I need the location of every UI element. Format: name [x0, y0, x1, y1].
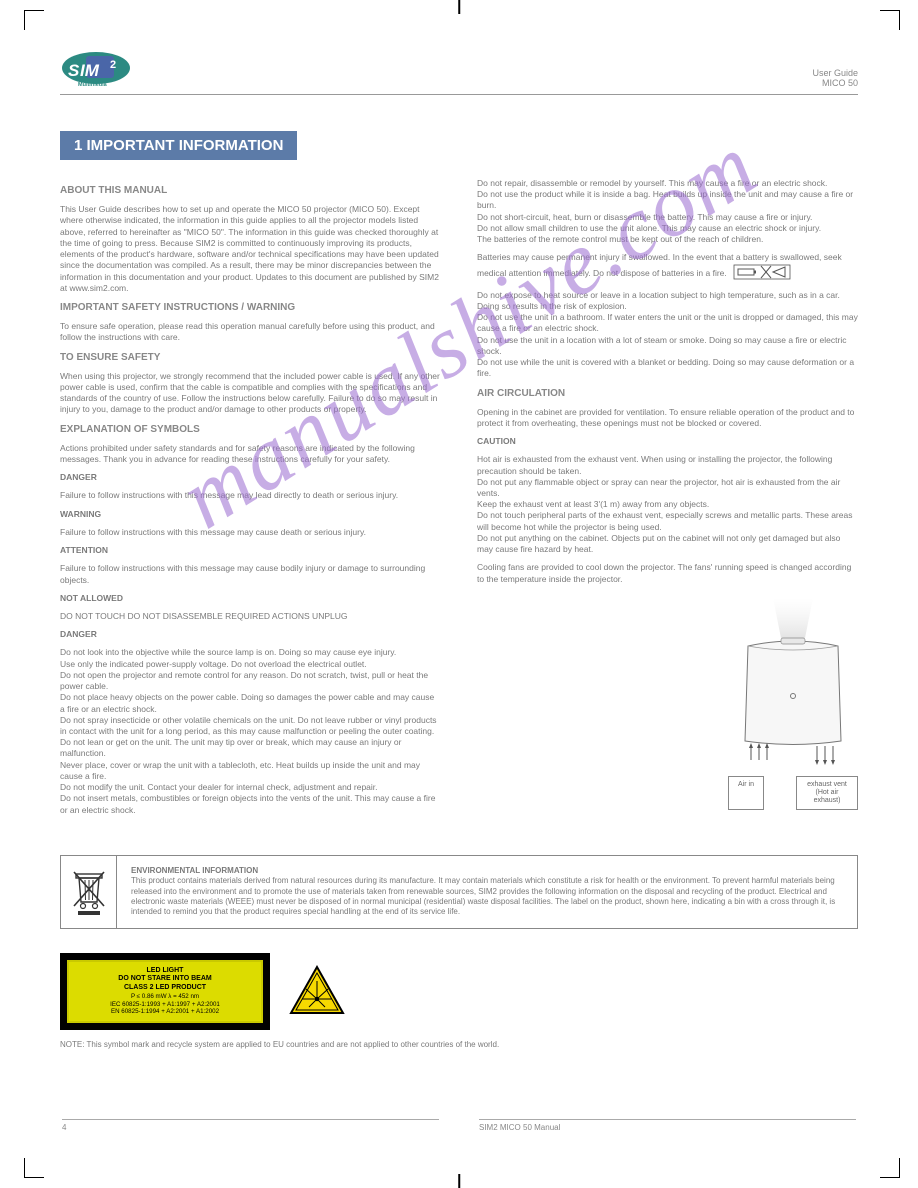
left-column: ABOUT THIS MANUAL This User Guide descri… [60, 178, 441, 823]
attention-heading: ATTENTION [60, 545, 108, 555]
led-l5: IEC 60825-1:1993 + A1:1997 + A2:2001 [73, 1001, 257, 1009]
page-footer: 4 SIM2 MICO 50 Manual [62, 1119, 856, 1132]
weee-icon [61, 856, 117, 928]
about-heading: ABOUT THIS MANUAL [60, 184, 441, 197]
svg-text:IM: IM [80, 61, 100, 80]
battery-no-fire-icon [733, 264, 791, 283]
safety-labels-row: LED LIGHT DO NOT STARE INTO BEAM CLASS 2… [60, 953, 858, 1031]
laser-warning-icon [288, 965, 346, 1017]
exsym-text: Actions prohibited under safety standard… [60, 443, 441, 465]
notallowed-text: DO NOT TOUCH DO NOT DISASSEMBLE REQUIRED… [60, 611, 441, 622]
recycle-note: NOTE: This symbol mark and recycle syste… [60, 1040, 858, 1049]
page-number: 4 [62, 1123, 66, 1132]
exsym-heading: EXPLANATION OF SYMBOLS [60, 423, 441, 436]
led-l3: CLASS 2 LED PRODUCT [73, 984, 257, 993]
attention-text: Failure to follow instructions with this… [60, 563, 441, 585]
caution-heading: CAUTION [477, 436, 516, 446]
notallowed-heading: NOT ALLOWED [60, 593, 123, 603]
diagram-labels: Air in exhaust vent (Hot air exhaust) [728, 776, 858, 810]
fan-text-2: Hot air is exhausted from the exhaust ve… [477, 454, 858, 555]
right-p2: Do not expose to heat source or leave in… [477, 290, 858, 380]
led-l4: P ≤ 0.86 mW λ = 452 nm [73, 993, 257, 1001]
env-heading: ENVIRONMENTAL INFORMATION [131, 866, 258, 875]
right-p1: Do not repair, disassemble or remodel by… [477, 178, 858, 245]
footer-manual-title: SIM2 MICO 50 Manual [479, 1123, 560, 1132]
two-column-body: ABOUT THIS MANUAL This User Guide descri… [60, 178, 858, 823]
environmental-info-box: ENVIRONMENTAL INFORMATION This product c… [60, 855, 858, 929]
svg-text:S: S [68, 61, 80, 80]
svg-text:Multimedia: Multimedia [78, 82, 108, 88]
svg-text:2: 2 [110, 59, 116, 71]
warn-text: To ensure safe operation, please read th… [60, 321, 441, 343]
fan-text-3: Cooling fans are provided to cool down t… [477, 562, 858, 584]
fan-text-1: Opening in the cabinet are provided for … [477, 407, 858, 429]
danger-list: Do not look into the objective while the… [60, 647, 441, 815]
battery-note: Batteries may cause permanent injury if … [477, 252, 858, 282]
danger-heading: DANGER [60, 472, 97, 482]
projector-diagram: Air in exhaust vent (Hot air exhaust) [728, 592, 858, 810]
led-class2-label: LED LIGHT DO NOT STARE INTO BEAM CLASS 2… [60, 953, 270, 1031]
page-container: S IM 2 Multimedia User Guide MICO 50 1 I… [60, 50, 858, 1128]
environmental-text: ENVIRONMENTAL INFORMATION This product c… [117, 856, 857, 928]
header-doc-title: User Guide [812, 68, 858, 78]
led-l2: DO NOT STARE INTO BEAM [73, 975, 257, 984]
brand-logo: S IM 2 Multimedia [60, 50, 132, 90]
about-text: This User Guide describes how to set up … [60, 204, 441, 294]
page-header: S IM 2 Multimedia User Guide MICO 50 [60, 50, 858, 95]
right-column: Do not repair, disassemble or remodel by… [477, 178, 858, 823]
air-in-label: Air in [728, 776, 764, 810]
led-l1: LED LIGHT [73, 967, 257, 976]
header-doc-info: User Guide MICO 50 [812, 68, 858, 88]
safety-heading: TO ENSURE SAFETY [60, 351, 441, 364]
warning-text: Failure to follow instructions with this… [60, 527, 441, 538]
led-l6: EN 60825-1:1994 + A2:2001 + A1:2002 [73, 1008, 257, 1016]
warning-heading: WARNING [60, 509, 101, 519]
header-product: MICO 50 [812, 78, 858, 88]
fan-heading: AIR CIRCULATION [477, 387, 858, 400]
exhaust-label: exhaust vent (Hot air exhaust) [796, 776, 858, 810]
danger-list-heading: DANGER [60, 629, 97, 639]
danger-text: Failure to follow instructions with this… [60, 490, 441, 501]
section-title: 1 IMPORTANT INFORMATION [60, 131, 297, 160]
safety-text: When using this projector, we strongly r… [60, 371, 441, 416]
env-body: This product contains materials derived … [131, 876, 835, 916]
warn-heading: IMPORTANT SAFETY INSTRUCTIONS / WARNING [60, 301, 441, 314]
